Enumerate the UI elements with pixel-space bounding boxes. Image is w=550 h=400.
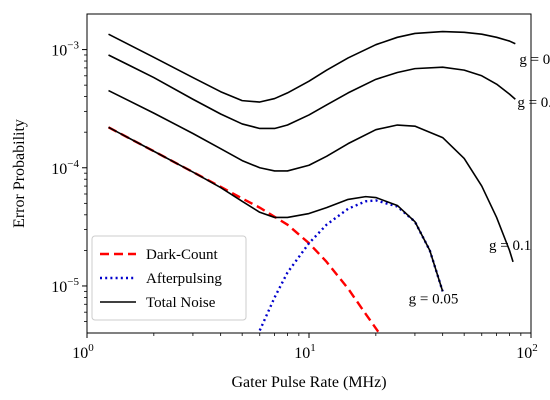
curve-label: g = 0.1 bbox=[489, 238, 531, 254]
curve-label: g = 0.3 bbox=[519, 52, 550, 68]
y-axis-label: Error Probability bbox=[11, 119, 28, 228]
x-tick-label: 101 bbox=[294, 342, 316, 362]
x-tick-label: 100 bbox=[72, 342, 94, 362]
y-tick-label: 10−3 bbox=[51, 40, 79, 60]
legend-label: Dark-Count bbox=[146, 247, 218, 263]
y-tick-label: 10−4 bbox=[51, 158, 79, 178]
y-tick-label: 10−5 bbox=[51, 276, 79, 296]
series-line-5 bbox=[109, 32, 516, 102]
legend-label: Afterpulsing bbox=[146, 271, 222, 287]
legend-label: Total Noise bbox=[146, 295, 216, 311]
x-tick-label: 102 bbox=[516, 342, 538, 362]
series-line-1 bbox=[260, 200, 443, 330]
legend: Dark-Count Afterpulsing Total Noise bbox=[92, 236, 246, 320]
x-axis-label: Gater Pulse Rate (MHz) bbox=[231, 374, 386, 391]
curve-label: g = 0.05 bbox=[409, 291, 459, 307]
curve-label: g = 0.2 bbox=[517, 95, 550, 111]
curve-labels: g = 0.05 g = 0.1 g = 0.2 g = 0.3 bbox=[409, 52, 550, 308]
